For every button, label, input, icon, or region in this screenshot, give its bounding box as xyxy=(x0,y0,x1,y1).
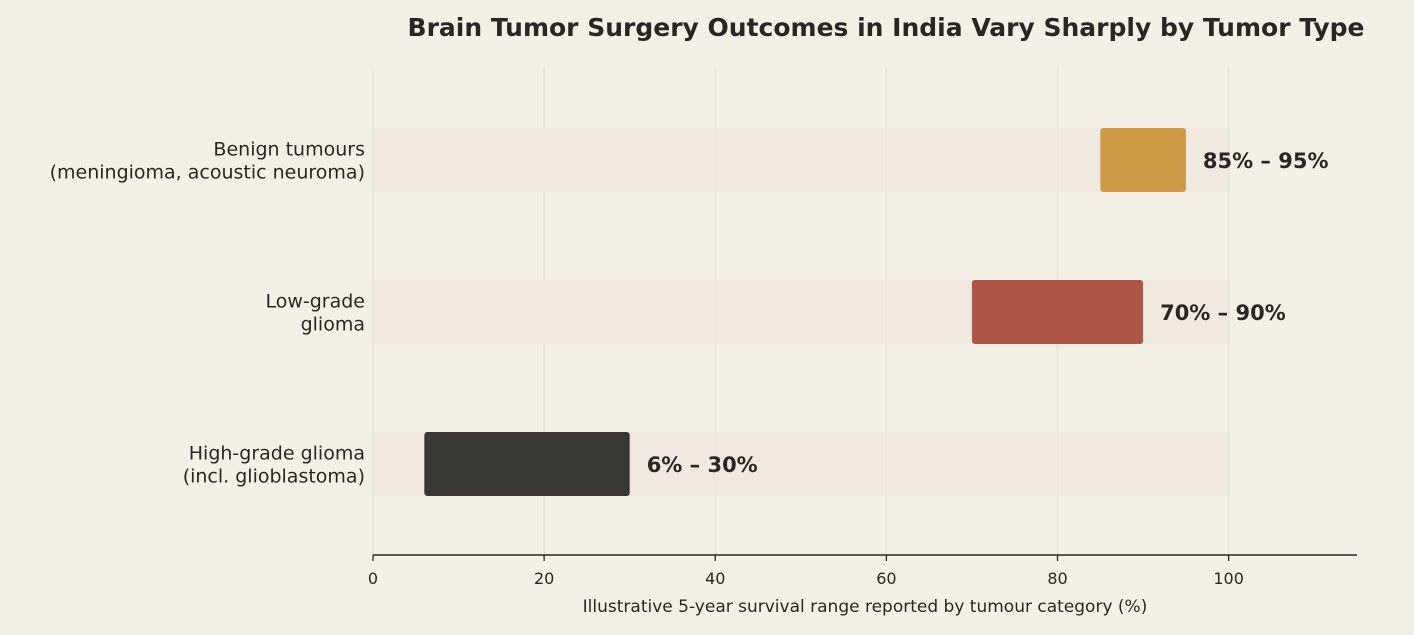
value-label: 85% – 95% xyxy=(1203,149,1329,173)
x-tick-label: 100 xyxy=(1213,569,1244,588)
category-label-line: (meningioma, acoustic neuroma) xyxy=(50,162,365,184)
range-bars xyxy=(424,128,1186,496)
category-labels: Benign tumours (meningioma, acoustic neur… xyxy=(50,139,365,488)
category-label-line: High-grade glioma xyxy=(189,443,365,465)
x-tick-label: 20 xyxy=(534,569,554,588)
category-label-line: glioma xyxy=(301,314,365,336)
category-label-line: Low-grade xyxy=(265,291,365,313)
x-axis-label: Illustrative 5-year survival range repor… xyxy=(583,597,1148,617)
value-labels: 85% – 95% 70% – 90% 6% – 30% xyxy=(647,149,1329,477)
category-label: High-grade glioma (incl. glioblastoma) xyxy=(183,443,365,488)
value-label: 6% – 30% xyxy=(647,453,758,477)
range-bar xyxy=(1100,128,1186,192)
category-label: Benign tumours (meningioma, acoustic neur… xyxy=(50,139,365,184)
category-label-line: (incl. glioblastoma) xyxy=(183,466,365,488)
x-tick-label: 0 xyxy=(368,569,378,588)
value-label: 70% – 90% xyxy=(1160,301,1286,325)
category-label-line: Benign tumours xyxy=(213,139,365,161)
category-label: Low-grade glioma xyxy=(265,291,365,336)
range-bar xyxy=(424,432,630,496)
bar-track xyxy=(373,128,1229,192)
x-tick-label: 40 xyxy=(705,569,725,588)
chart-title: Brain Tumor Surgery Outcomes in India Va… xyxy=(408,13,1365,42)
x-tick-label: 80 xyxy=(1047,569,1067,588)
range-bar xyxy=(971,280,1144,344)
x-axis: 0 20 40 60 80 100 xyxy=(368,554,1357,588)
x-tick-label: 60 xyxy=(876,569,896,588)
